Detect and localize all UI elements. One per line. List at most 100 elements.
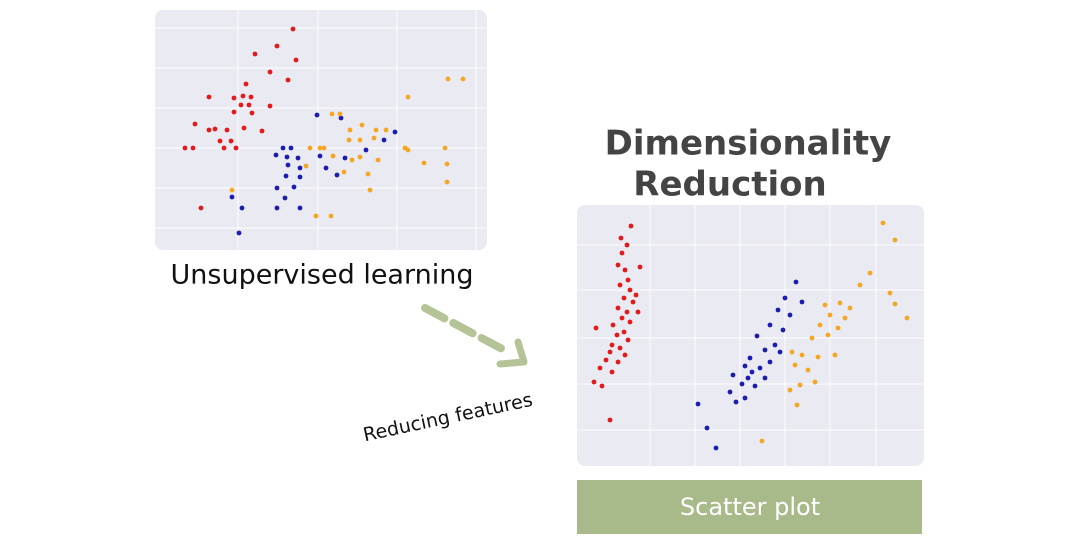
point (303, 163, 309, 169)
point (630, 299, 636, 305)
point (359, 122, 365, 128)
point (815, 354, 821, 360)
point (375, 157, 381, 163)
point (847, 305, 853, 311)
point (442, 145, 448, 151)
point (747, 355, 753, 361)
point (754, 333, 760, 339)
button-label: Scatter plot (680, 493, 820, 521)
point (749, 369, 755, 375)
point (405, 147, 411, 153)
point (615, 305, 621, 311)
point (767, 359, 773, 365)
point (742, 363, 748, 369)
point (762, 375, 768, 381)
point (221, 145, 227, 151)
point (291, 184, 297, 190)
point (313, 213, 319, 219)
point (817, 322, 823, 328)
point (892, 237, 898, 243)
arrow (421, 304, 528, 368)
point (238, 102, 244, 108)
point (295, 155, 301, 161)
point (805, 367, 811, 373)
point (809, 335, 815, 341)
point (625, 277, 631, 283)
point (288, 145, 294, 151)
point (231, 95, 237, 101)
point (775, 307, 781, 313)
point (212, 126, 218, 132)
point (240, 93, 246, 99)
point (347, 127, 353, 133)
point (617, 345, 623, 351)
point (249, 110, 255, 116)
point (799, 352, 805, 358)
point (206, 127, 212, 133)
point (290, 26, 296, 32)
point (615, 262, 621, 268)
point (633, 292, 639, 298)
arrow-shaft (421, 304, 512, 356)
point (317, 145, 323, 151)
point (607, 349, 613, 355)
point (624, 309, 630, 315)
point (695, 401, 701, 407)
point (307, 145, 313, 151)
point (610, 322, 616, 328)
point (371, 135, 377, 141)
point (789, 349, 795, 355)
point (827, 312, 833, 318)
point (780, 327, 786, 333)
button (577, 480, 922, 534)
point (241, 125, 247, 131)
point (787, 312, 793, 318)
point (341, 169, 347, 175)
point (228, 138, 234, 144)
point (603, 357, 609, 363)
point (192, 121, 198, 127)
point (857, 282, 863, 288)
point (444, 161, 450, 167)
point (618, 235, 624, 241)
point (314, 112, 320, 118)
point (243, 81, 249, 87)
point (445, 76, 451, 82)
point (365, 171, 371, 177)
point (767, 322, 773, 328)
point (752, 383, 758, 389)
point (591, 379, 597, 385)
heading-line: Dimensionality (605, 124, 892, 164)
arrow-label: Reducing features (361, 389, 534, 446)
point (782, 295, 788, 301)
point (904, 315, 910, 321)
point (887, 290, 893, 296)
point (217, 138, 223, 144)
point (273, 152, 279, 158)
point (624, 242, 630, 248)
point (745, 375, 751, 381)
point (837, 300, 843, 306)
point (835, 325, 841, 331)
point (444, 179, 450, 185)
point (733, 399, 739, 405)
point (282, 195, 288, 201)
point (822, 302, 828, 308)
point (627, 319, 633, 325)
point (772, 342, 778, 348)
point (182, 145, 188, 151)
point (338, 115, 344, 121)
point (797, 382, 803, 388)
point (267, 103, 273, 109)
point (190, 145, 196, 151)
point (236, 230, 242, 236)
point (614, 332, 620, 338)
point (762, 347, 768, 353)
point (342, 155, 348, 161)
point (609, 342, 615, 348)
point (713, 445, 719, 451)
point (622, 267, 628, 273)
point (812, 379, 818, 385)
point (704, 425, 710, 431)
